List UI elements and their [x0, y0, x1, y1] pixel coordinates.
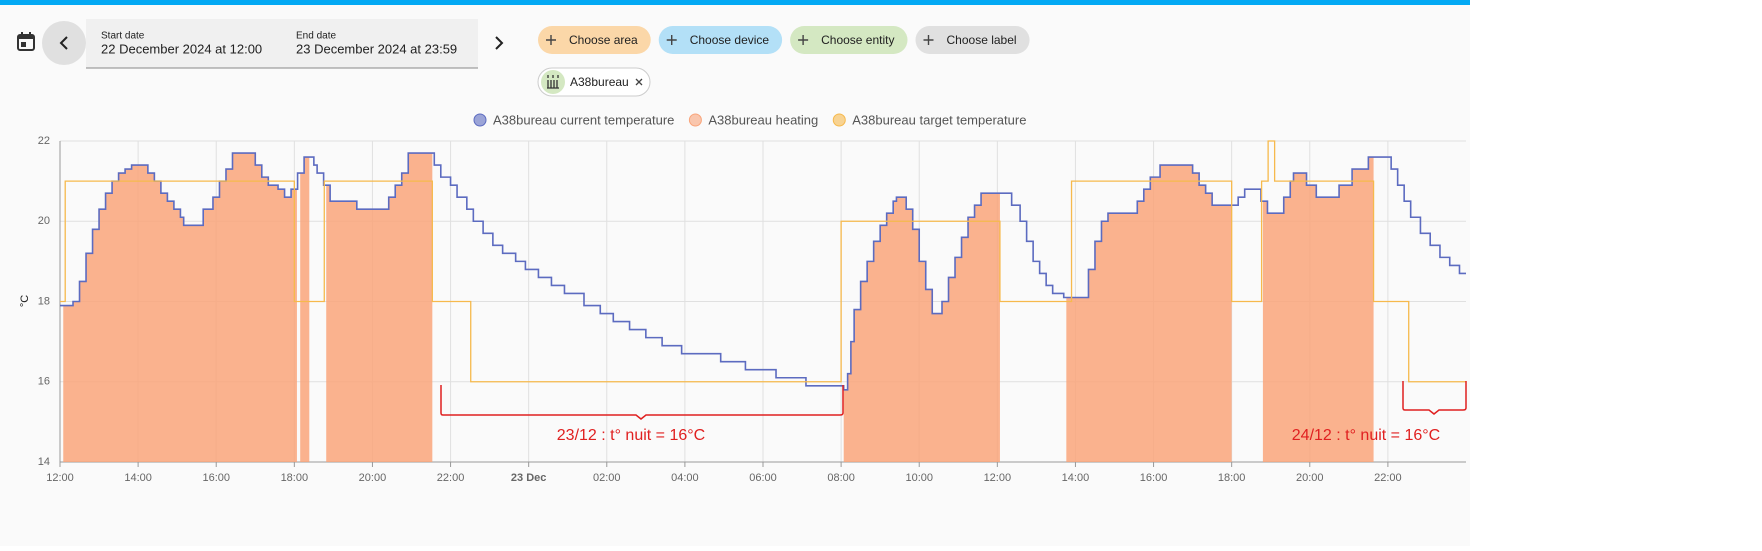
y-tick-label: 16	[38, 376, 50, 388]
y-tick-label: 14	[38, 456, 50, 468]
heating-areas	[63, 153, 1374, 463]
x-tick-label: 20:00	[1296, 472, 1324, 484]
x-tick-label: 14:00	[1062, 472, 1090, 484]
prev-button[interactable]	[42, 21, 86, 65]
x-tick-label: 22:00	[437, 472, 465, 484]
top-bar	[0, 0, 1470, 5]
x-tick-label: 20:00	[359, 472, 387, 484]
chip[interactable]: Choose area	[538, 26, 651, 54]
heating-area	[1066, 165, 1232, 462]
x-tick-label: 08:00	[827, 472, 855, 484]
plus-icon	[666, 35, 677, 45]
legend-label: A38bureau target temperature	[852, 112, 1026, 127]
annotation-text: 24/12 : t° nuit = 16°C	[1292, 427, 1440, 444]
chip[interactable]: Choose device	[658, 26, 783, 54]
lines	[60, 140, 1466, 391]
annotation: 23/12 : t° nuit = 16°C	[440, 385, 844, 444]
plus-icon	[923, 35, 934, 45]
start-value: 22 December 2024 at 12:00	[101, 41, 262, 56]
x-tick-label: 12:00	[46, 472, 74, 484]
chip-bg	[915, 26, 1030, 54]
chip-label: Choose area	[569, 33, 638, 47]
x-tick-label: 22:00	[1374, 472, 1402, 484]
legend-label: A38bureau current temperature	[493, 112, 674, 127]
calendar-icon[interactable]	[17, 32, 35, 51]
series-line	[60, 152, 1466, 391]
chip-bg	[658, 26, 783, 54]
heating-area	[300, 157, 310, 463]
y-axis-label: °C	[19, 295, 31, 307]
chip-label: Choose entity	[821, 33, 894, 47]
remove-icon[interactable]	[635, 78, 643, 86]
heating-area	[843, 193, 1000, 462]
x-tick-label: 12:00	[984, 472, 1012, 484]
x-tick-label: 16:00	[1140, 472, 1168, 484]
chip-bg	[790, 26, 908, 54]
entity-name: A38bureau	[570, 75, 629, 89]
x-tick-label: 06:00	[749, 472, 777, 484]
x-tick-label: 16:00	[202, 472, 230, 484]
heating-area	[63, 153, 297, 462]
y-tick-label: 20	[38, 215, 50, 227]
legend-swatch	[473, 113, 487, 127]
chip-bg	[538, 26, 651, 54]
heating-area	[326, 153, 433, 462]
heating-area	[1262, 157, 1374, 463]
start-label: Start date	[101, 31, 145, 42]
date-range[interactable]: Start date 22 December 2024 at 12:00 End…	[86, 19, 478, 69]
y-tick-label: 22	[38, 135, 50, 147]
chip-label: Choose label	[947, 33, 1017, 47]
y-tick-label: 18	[38, 295, 50, 307]
chip-label: Choose device	[690, 33, 770, 47]
x-tick-label: 23 Dec	[511, 472, 546, 484]
legend-swatch	[832, 113, 846, 127]
annotation-text: 23/12 : t° nuit = 16°C	[557, 427, 705, 444]
x-tick-label: 18:00	[281, 472, 309, 484]
end-label: End date	[296, 31, 336, 42]
chips: Choose area Choose device Choose entity Cho…	[538, 26, 1030, 54]
x-tick-label: 10:00	[905, 472, 933, 484]
x-tick-label: 02:00	[593, 472, 621, 484]
legend-label: A38bureau heating	[708, 112, 818, 127]
plus-icon	[798, 35, 809, 45]
chip[interactable]: Choose label	[915, 26, 1030, 54]
chip[interactable]: Choose entity	[790, 26, 908, 54]
x-tick-label: 18:00	[1218, 472, 1246, 484]
x-tick-label: 14:00	[124, 472, 152, 484]
plus-icon	[546, 35, 556, 45]
end-value: 23 December 2024 at 23:59	[296, 41, 457, 56]
next-button[interactable]	[495, 36, 504, 50]
legend: A38bureau current temperature A38bureau h…	[473, 112, 1026, 127]
series-line	[60, 140, 1466, 383]
x-tick-label: 04:00	[671, 472, 699, 484]
legend-swatch	[688, 113, 702, 127]
entity-chip[interactable]: A38bureau	[537, 67, 651, 97]
annotation: 24/12 : t° nuit = 16°C	[1292, 381, 1467, 444]
